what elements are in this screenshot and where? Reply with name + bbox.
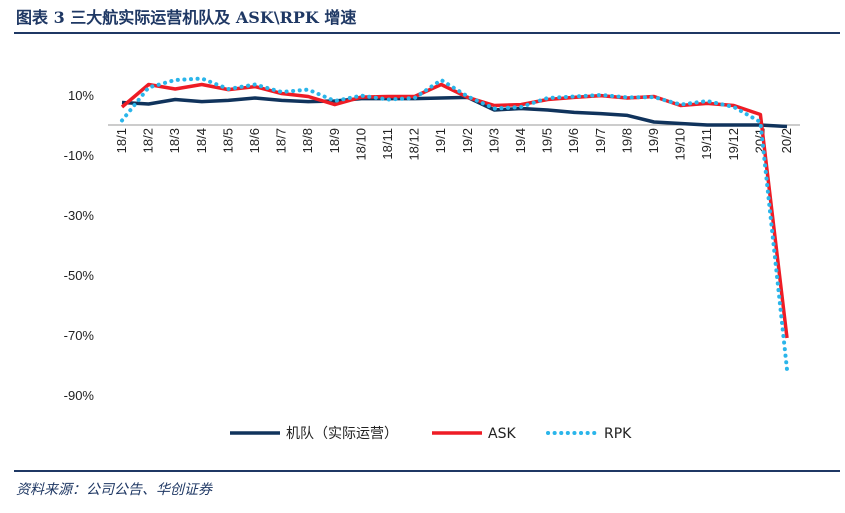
- chart-axes: 10% -10% -30% -50% -70% -90% 18/1 18/2 18/3 18/4 1…: [64, 88, 800, 403]
- x-tick-label: 19/1: [433, 128, 448, 153]
- x-tick-label: 19/10: [673, 128, 688, 161]
- series-line-3: [120, 76, 789, 372]
- series-line-1: [121, 95, 788, 129]
- x-tick-label: 18/8: [300, 128, 315, 153]
- x-tick-label: 18/9: [327, 128, 342, 153]
- footer-divider: [14, 470, 840, 472]
- y-tick-label: -90%: [64, 388, 95, 403]
- chart-title: 图表 3 三大航实际运营机队及 ASK\RPK 增速: [16, 8, 357, 27]
- title-divider: [14, 32, 840, 34]
- x-tick-label: 18/3: [167, 128, 182, 153]
- series-layer: [120, 76, 789, 372]
- x-tick-label: 18/1: [114, 128, 129, 153]
- x-tick-label: 18/11: [380, 128, 395, 160]
- x-tick-label: 19/4: [513, 128, 528, 153]
- x-tick-label: 19/5: [540, 128, 555, 153]
- x-tick-label: 18/5: [220, 128, 235, 153]
- legend-label-3: RPK: [604, 426, 632, 442]
- x-tick-label: 19/11: [699, 128, 714, 160]
- x-tick-label: 19/6: [566, 128, 581, 153]
- source-note: 资料来源：公司公告、华创证券: [16, 482, 212, 498]
- legend-label-2: ASK: [488, 426, 516, 442]
- y-tick-label: -10%: [64, 148, 95, 163]
- legend-label-1: 机队（实际运营）: [286, 426, 398, 442]
- x-tick-label: 18/6: [247, 128, 262, 153]
- y-tick-label: 10%: [68, 88, 94, 103]
- x-tick-label: 19/8: [619, 128, 634, 153]
- x-tick-label: 19/12: [726, 128, 741, 161]
- x-tick-label: 20/2: [779, 128, 794, 153]
- x-tick-label: 18/10: [353, 128, 368, 161]
- x-tick-label: 19/3: [486, 128, 501, 153]
- x-tick-label: 18/7: [274, 128, 289, 153]
- x-tick-label: 19/7: [593, 128, 608, 153]
- y-tick-label: -50%: [64, 268, 95, 283]
- x-tick-label: 19/2: [460, 128, 475, 153]
- line-chart: 10% -10% -30% -50% -70% -90% 18/1 18/2 18/3 18/4 1…: [64, 76, 800, 442]
- x-tick-label: 19/9: [646, 128, 661, 153]
- x-tick-label: 18/2: [141, 128, 156, 153]
- x-tick-label: 18/4: [194, 128, 209, 153]
- legend: 机队（实际运营） ASK RPK: [230, 426, 632, 442]
- y-tick-label: -70%: [64, 328, 95, 343]
- y-tick-label: -30%: [64, 208, 95, 223]
- x-tick-label: 18/12: [407, 128, 422, 161]
